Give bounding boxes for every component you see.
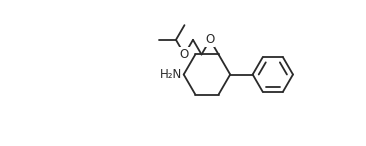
Text: O: O	[205, 33, 215, 46]
Text: O: O	[180, 48, 189, 61]
Text: H₂N: H₂N	[160, 68, 182, 81]
